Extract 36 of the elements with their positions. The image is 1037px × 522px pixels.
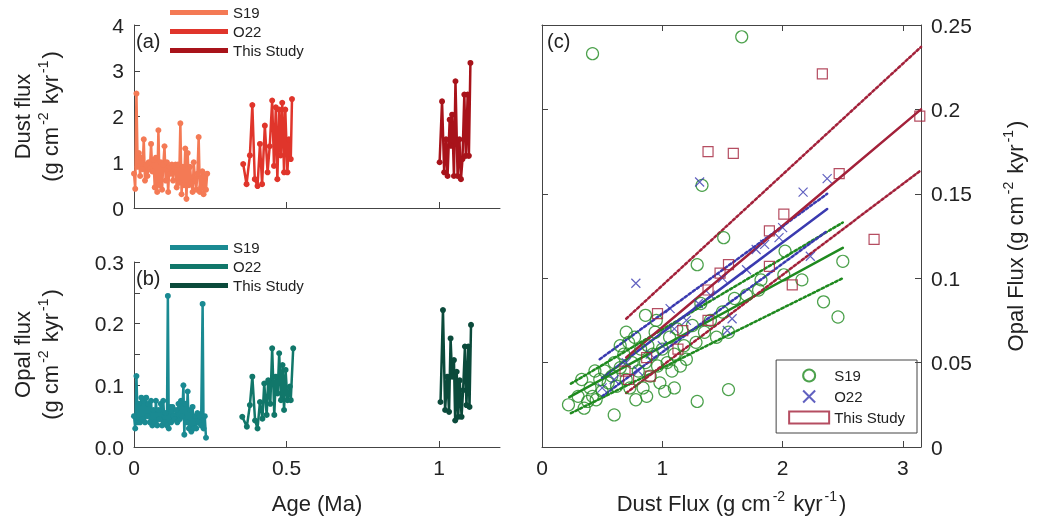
legend-label: O22	[834, 388, 863, 405]
y-tick-label: 0.25	[931, 13, 972, 37]
x-axis-title: Age (Ma)	[271, 490, 363, 516]
legend-label: This Study	[233, 277, 305, 294]
x-tick-label: 0	[128, 456, 140, 479]
y-axis-title: Opal Flux (g cm-2 kyr-1)	[1000, 120, 1028, 352]
x-tick-label: 1	[433, 456, 445, 479]
y-tick-label: 0.05	[931, 351, 972, 375]
y-tick-label: 3	[112, 59, 124, 83]
legend-label: This Study	[233, 42, 305, 59]
y-tick-label: 0.2	[931, 97, 961, 121]
x-tick-label: 2	[776, 456, 789, 479]
legend-label: S19	[233, 239, 260, 256]
annotation: (c)	[547, 30, 571, 52]
y-tick-label: 0.1	[931, 266, 961, 290]
legend-label: O22	[233, 258, 262, 275]
annotation: (b)	[136, 267, 161, 289]
legend-label: O22	[233, 23, 262, 40]
y-tick-label: 4	[112, 13, 125, 37]
legend-label: S19	[233, 4, 260, 21]
y-tick-label: 1	[112, 150, 124, 174]
y-tick-label: 0	[112, 196, 124, 220]
x-tick-label: 3	[897, 456, 909, 479]
y-tick-label: 0.15	[931, 182, 972, 206]
x-tick-label: 0	[536, 456, 548, 479]
x-tick-label: 1	[656, 456, 669, 479]
y-tick-label: 0.2	[94, 312, 124, 336]
y-tick-label: 0.1	[94, 373, 124, 397]
y-tick-label: 2	[112, 105, 124, 128]
annotation: (a)	[136, 30, 161, 52]
x-tick-label: 0.5	[271, 456, 302, 479]
y-tick-label: 0.3	[94, 250, 124, 274]
y-tick-label: 0	[931, 435, 943, 459]
legend-label: This Study	[834, 409, 906, 426]
y-tick-label: 0.0	[94, 435, 124, 459]
legend-label: S19	[834, 367, 861, 384]
